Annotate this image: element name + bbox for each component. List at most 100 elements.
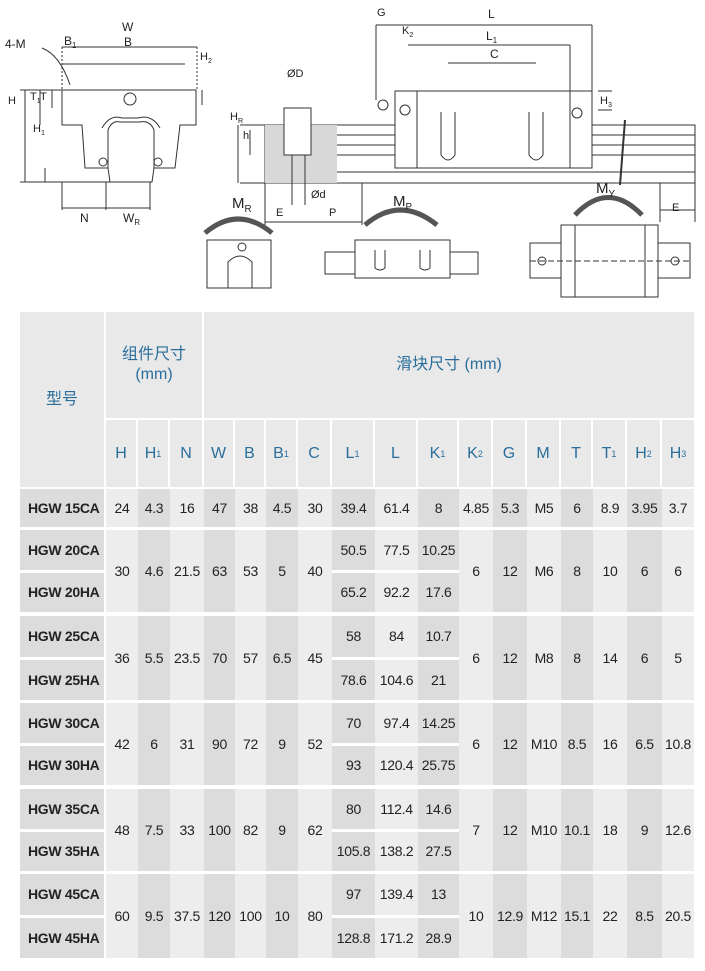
column-symbol: L [391,444,400,462]
label-subscript: R [245,204,252,215]
cell-w: 100 [204,789,235,871]
cell-h3: 12.6 [662,789,694,871]
cell-l: 104.6 [375,659,418,700]
cell-k1: 8 [418,489,459,527]
label-main: M [232,195,245,212]
cell-h1: 9.5 [138,874,170,958]
header-line: 组件尺寸 [121,346,186,363]
label-main: K [402,25,410,37]
cell-m: M8 [527,616,561,700]
dimension-label-h2: H2 [200,51,212,65]
label-subscript: 2 [409,31,413,39]
cell-h1: 5.5 [138,616,170,700]
model-header: 型号 [20,312,104,487]
cell-k2: 6 [459,530,493,612]
block-dimensions-header: 滑块尺寸 (mm) [204,312,694,418]
label-subscript: 3 [608,101,612,109]
column-symbol: T [601,444,612,462]
cell-k1: 10.25 [418,530,459,570]
label-main: H [8,95,16,107]
cell-k2: 4.85 [459,489,493,527]
cell-n: 21.5 [170,530,204,612]
cell-h2: 3.95 [627,489,662,527]
label-main: 4-M [5,37,26,51]
cell-k2: 6 [459,616,493,700]
column-symbol: M [536,444,550,462]
cell-l1: 97 [332,874,375,915]
cell-w: 70 [204,616,235,700]
model-name: HGW 30CA [20,703,104,743]
model-name: HGW 30HA [20,745,104,785]
cell-k2: 7 [459,789,493,871]
model-name: HGW 35CA [20,789,104,829]
cell-l: 97.4 [375,703,418,743]
cell-b: 57 [235,616,266,700]
dimension-label-c: C [490,47,499,61]
cell-b: 38 [235,489,266,527]
dimension-label-m4: 4-M [5,37,26,51]
dimension-label-h: h [243,130,249,142]
cell-t1: 14 [593,616,627,700]
cell-g: 12 [493,789,527,871]
moment-pitch-icon [324,207,479,279]
label-main: E [276,207,283,219]
cell-h2: 6.5 [627,703,662,785]
cell-h: 48 [106,789,138,871]
label-subscript: P [406,202,413,213]
cell-t: 15.1 [561,874,593,958]
model-name: HGW 45HA [20,917,104,958]
label-main: G [377,7,386,19]
label-main: T [30,91,37,103]
cell-h3: 20.5 [662,874,694,958]
cell-m: M6 [527,530,561,612]
cell-l1: 105.8 [332,831,375,871]
assembly-dimensions-header: 组件尺寸 (mm) [106,312,202,418]
dimension-label-b1: B1 [64,34,76,50]
model-name: HGW 35HA [20,831,104,871]
cell-w: 120 [204,874,235,958]
column-symbol: L [345,444,355,462]
cell-l1: 70 [332,703,375,743]
cell-w: 63 [204,530,235,612]
cell-m: M5 [527,489,561,527]
label-main: C [490,47,499,61]
cell-n: 23.5 [170,616,204,700]
label-main: ØD [287,68,304,80]
cell-b1: 5 [266,530,298,612]
cell-b1: 4.5 [266,489,298,527]
column-symbol: H [115,444,127,462]
label-main: W [123,211,135,225]
cell-n: 37.5 [170,874,204,958]
dimension-label-e1: E [276,207,283,219]
label-main: H [230,111,238,123]
dimension-label-od: Ød [311,189,326,201]
cell-h3: 10.8 [662,703,694,785]
cell-k1: 28.9 [418,917,459,958]
cell-l: 139.4 [375,874,418,915]
cell-h2: 6 [627,616,662,700]
cell-h1: 4.6 [138,530,170,612]
dimension-label-wr: WR [123,211,140,227]
column-header-l: L [375,420,416,487]
cell-l: 120.4 [375,745,418,785]
cell-l: 84 [375,616,418,657]
cell-t: 8 [561,616,593,700]
cell-g: 12 [493,703,527,785]
cell-l1: 93 [332,745,375,785]
label-main: M [393,193,406,210]
column-header-n: N [170,420,202,487]
moment-roll-icon [203,216,274,289]
cell-n: 16 [170,489,204,527]
cell-b: 82 [235,789,266,871]
cell-l1: 58 [332,616,375,657]
cell-b: 100 [235,874,266,958]
column-header-g: G [493,420,525,487]
cell-b1: 9 [266,789,298,871]
column-symbol: G [502,444,516,462]
column-symbol: H [635,444,647,462]
dimension-label-b: B [124,35,132,49]
